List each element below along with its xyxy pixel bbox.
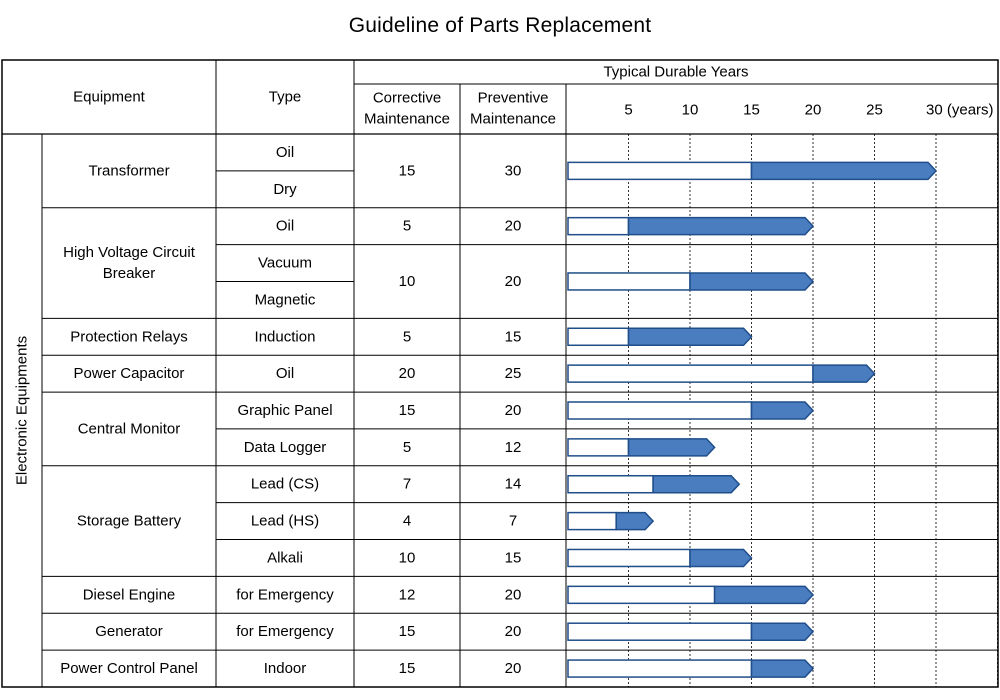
bar-preventive-4-0 xyxy=(750,401,815,420)
x-tick-label-20: 20 xyxy=(805,102,822,119)
header-type: Type xyxy=(269,89,302,106)
bar-corrective-4-1 xyxy=(567,438,630,457)
type-5-2: Alkali xyxy=(267,549,303,566)
equipment-name-4-0: Central Monitor xyxy=(78,420,181,437)
header-equipment: Equipment xyxy=(73,89,146,106)
corrective-value-2-0: 5 xyxy=(403,328,411,345)
corrective-value-6-0: 12 xyxy=(399,586,416,603)
bar-preventive-6-0 xyxy=(713,585,815,605)
header-corrective-line1: Corrective xyxy=(373,90,441,107)
bar-corrective-5-1 xyxy=(567,511,617,531)
equipment-name-5-0: Storage Battery xyxy=(77,513,182,530)
bar-corrective-1-1 xyxy=(567,272,691,291)
bar-preventive-2-0 xyxy=(627,327,753,347)
preventive-value-5-1: 7 xyxy=(509,513,517,530)
x-tick-label-25: 25 xyxy=(866,102,883,119)
corrective-value-4-1: 5 xyxy=(403,439,411,456)
bar-preventive-1-0 xyxy=(627,216,815,236)
type-2-0: Induction xyxy=(255,328,316,345)
type-4-0: Graphic Panel xyxy=(237,402,332,419)
type-3-0: Oil xyxy=(276,365,294,382)
preventive-value-7-0: 20 xyxy=(505,623,522,640)
bar-preventive-5-0 xyxy=(652,474,741,494)
type-1-1: Vacuum xyxy=(258,255,312,272)
corrective-value-3-0: 20 xyxy=(399,365,416,382)
equipment-name-6-0: Diesel Engine xyxy=(83,586,176,603)
corrective-value-5-0: 7 xyxy=(403,476,411,493)
equipment-name-0-0: Transformer xyxy=(88,162,169,179)
type-1-0: Oil xyxy=(276,218,294,235)
bar-corrective-4-0 xyxy=(567,401,753,420)
preventive-value-2-0: 15 xyxy=(505,328,522,345)
bar-preventive-5-2 xyxy=(689,548,753,568)
preventive-value-4-0: 20 xyxy=(505,402,522,419)
type-4-1: Data Logger xyxy=(244,439,327,456)
type-0-0: Oil xyxy=(276,144,294,161)
bar-corrective-5-2 xyxy=(567,548,691,568)
equipment-name-8-0: Power Control Panel xyxy=(60,660,198,677)
preventive-value-8-0: 20 xyxy=(505,660,522,677)
header-corrective-line2: Maintenance xyxy=(364,111,450,128)
bar-preventive-8-0 xyxy=(750,659,815,678)
corrective-value-8-0: 15 xyxy=(399,660,416,677)
preventive-value-1-0: 20 xyxy=(505,218,522,235)
x-tick-label-15: 15 xyxy=(743,102,760,119)
equipment-name-3-0: Power Capacitor xyxy=(74,365,185,382)
header-preventive-line2: Maintenance xyxy=(470,111,556,128)
bar-preventive-1-1 xyxy=(689,272,815,291)
equipment-name-1-1: Breaker xyxy=(103,265,156,282)
equipment-name-1-0: High Voltage Circuit xyxy=(63,244,196,261)
bar-corrective-8-0 xyxy=(567,659,753,678)
corrective-value-5-1: 4 xyxy=(403,513,411,530)
bar-preventive-3-0 xyxy=(812,364,876,383)
bar-preventive-5-1 xyxy=(615,511,655,531)
header-typical-durable-years: Typical Durable Years xyxy=(603,64,748,81)
group-label: Electronic Equipments xyxy=(14,336,31,485)
type-1-2: Magnetic xyxy=(255,291,316,308)
x-tick-label-10: 10 xyxy=(682,102,699,119)
type-0-1: Dry xyxy=(273,181,297,198)
bar-corrective-6-0 xyxy=(567,585,716,605)
corrective-value-4-0: 15 xyxy=(399,402,416,419)
preventive-value-5-2: 15 xyxy=(505,549,522,566)
type-6-0: for Emergency xyxy=(236,586,334,603)
preventive-value-5-0: 14 xyxy=(505,476,522,493)
corrective-value-0-0: 15 xyxy=(399,162,416,179)
type-7-0: for Emergency xyxy=(236,623,334,640)
preventive-value-4-1: 12 xyxy=(505,439,522,456)
type-5-0: Lead (CS) xyxy=(251,476,319,493)
preventive-value-0-0: 30 xyxy=(505,162,522,179)
bar-corrective-3-0 xyxy=(567,364,814,383)
equipment-name-7-0: Generator xyxy=(95,623,163,640)
bar-corrective-7-0 xyxy=(567,622,753,641)
bar-corrective-0-0 xyxy=(567,161,753,181)
preventive-value-1-1: 20 xyxy=(505,273,522,290)
preventive-value-6-0: 20 xyxy=(505,586,522,603)
equipment-name-2-0: Protection Relays xyxy=(70,328,188,345)
bar-preventive-0-0 xyxy=(750,161,938,181)
corrective-value-5-2: 10 xyxy=(399,549,416,566)
type-8-0: Indoor xyxy=(264,660,307,677)
bar-preventive-4-1 xyxy=(627,438,716,457)
corrective-value-7-0: 15 xyxy=(399,623,416,640)
bar-corrective-5-0 xyxy=(567,474,654,494)
table-border xyxy=(1,59,999,688)
bar-corrective-2-0 xyxy=(567,327,630,347)
x-tick-label-30: 30 (years) xyxy=(926,102,994,119)
bar-preventive-7-0 xyxy=(750,622,815,641)
chart-title: Guideline of Parts Replacement xyxy=(348,14,652,37)
header-preventive-line1: Preventive xyxy=(478,90,549,107)
x-tick-label-5: 5 xyxy=(624,102,632,119)
corrective-value-1-1: 10 xyxy=(399,273,416,290)
type-5-1: Lead (HS) xyxy=(251,513,319,530)
corrective-value-1-0: 5 xyxy=(403,218,411,235)
preventive-value-3-0: 25 xyxy=(505,365,522,382)
bar-corrective-1-0 xyxy=(567,216,630,236)
